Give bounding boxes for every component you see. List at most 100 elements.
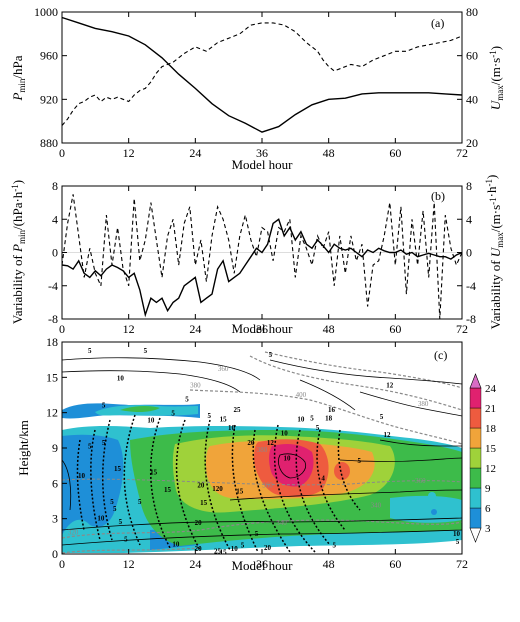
panel-c-contour-label: 15 [200, 499, 208, 507]
panel-c-contour-label: 18 [325, 414, 333, 422]
panel-c-contour-label: 10 [147, 417, 155, 425]
panel-c-contour-label: 10 [97, 514, 105, 522]
panel-c-contour-label: 20 [195, 519, 203, 527]
colorbar-box [469, 467, 482, 489]
panel-c-contour-label: 5 [113, 505, 117, 513]
panel-c-xtick-label: 24 [189, 557, 201, 571]
panel-a-xtick-label: 12 [123, 146, 135, 160]
panel-b-xtick-label: 36 [256, 322, 268, 336]
colorbar-box [469, 447, 482, 469]
colorbar-tick-label: 3 [485, 523, 491, 535]
panel-c-contour-label: 5 [138, 498, 142, 506]
panel-c-xtick-label: 0 [59, 557, 65, 571]
panel-b-xtick-label: 24 [189, 322, 201, 336]
colorbar-box [469, 507, 482, 529]
panel-a-label: (a) [431, 16, 444, 30]
panel-a-ytick-left-label: 960 [40, 49, 58, 63]
panel-c-contour-label: 400 [296, 391, 307, 399]
colorbar: 3 6 9 12 15 18 21 24 [469, 373, 497, 543]
panel-c-contour-label: 5 [119, 518, 123, 526]
panel-c-contour-label: 5 [88, 443, 92, 451]
panel-c-contour-label: 10 [297, 416, 305, 424]
panel-a-xtick-label: 36 [256, 146, 268, 160]
panel-c-contour-label: 10 [117, 374, 125, 382]
panel-c-contour-label: 16 [328, 406, 336, 414]
panel-c-contour-label: 5 [124, 536, 128, 544]
panel-c-ytick-left-label: 0 [52, 547, 58, 561]
panel-c-contour-label: 15 [164, 486, 172, 494]
panel-a-ytick-right-label: 80 [466, 5, 478, 19]
panel-c-contour-label: 5 [185, 396, 189, 404]
colorbar-box [469, 387, 482, 409]
panel-c-contour-label: 5 [207, 412, 211, 420]
panel-a-series-solid-line [61, 16, 463, 133]
panel-c-contour-label: 20 [247, 439, 255, 447]
panel-c-contour-label: 360 [415, 477, 426, 485]
panel-b-series-dashed-line [61, 194, 463, 320]
colorbar-lower-triangle [469, 527, 482, 543]
panel-a-xtick-label: 48 [323, 146, 335, 160]
panel-c-contour-label: 120 [212, 485, 223, 493]
panel-c-label: (c) [434, 348, 447, 362]
panel-b-ytick-right-label: -8 [466, 312, 476, 326]
panel-b-xtick-label: 60 [389, 322, 401, 336]
panel-a-ytick-left-label: 1000 [34, 5, 58, 19]
panel-b-label: (b) [431, 189, 445, 203]
panel-a-xlabel: Model hour [231, 157, 293, 172]
colorbar-tick-label: 15 [485, 443, 497, 455]
colorbar-box [469, 487, 482, 509]
colorbar-upper-triangle [469, 373, 482, 389]
panel-c-contour-label: 15 [236, 487, 244, 495]
panel-c-ylabel: Height/km [16, 420, 31, 476]
panel-b-ytick-right-label: 8 [466, 179, 472, 193]
colorbar-box [469, 407, 482, 429]
panel-c-contour-label: 20 [195, 545, 203, 553]
panel-c-shading [62, 403, 462, 553]
panel-b-plot [61, 194, 463, 320]
panel-c-contour-label: 320 [68, 529, 79, 537]
panel-b-ytick-left-label: 4 [52, 212, 58, 226]
panel-b-ytick-left-label: 0 [52, 246, 58, 260]
panel-c-contour-label: 25 [214, 547, 222, 555]
panel-c-contour-label: 4 [321, 474, 325, 482]
panel-c-contour-label: 5 [316, 424, 320, 432]
panel-c-contour-label: 15 [150, 469, 158, 477]
panel-c-contour-label: 5 [110, 498, 114, 506]
panel-a-ytick-right-label: 20 [466, 136, 478, 150]
panel-b-xtick-label: 12 [123, 322, 135, 336]
panel-c-contour-label: 12 [386, 381, 394, 389]
panel-a-ytick-right-label: 60 [466, 49, 478, 63]
panel-c-ytick-left-label: 15 [46, 370, 58, 384]
panel-c-contour-label: 380 [418, 400, 429, 408]
panel-a-xtick-label: 0 [59, 146, 65, 160]
panel-c-contour-label: 380 [257, 446, 268, 454]
panel-b-xtick-label: 48 [323, 322, 335, 336]
panel-c-contour-label: 5 [88, 347, 92, 355]
panel-c-xtick-label: 36 [256, 557, 268, 571]
panel-c-contour-label: 5 [456, 538, 460, 546]
colorbar-tick-label: 18 [485, 423, 497, 435]
panel-c-contour-label: 15 [220, 416, 228, 424]
panel-c-contour-label: 340 [276, 519, 287, 527]
colorbar-box [469, 427, 482, 449]
panel-c-contour-label: 10 [228, 424, 236, 432]
panel-c-ytick-left-label: 12 [46, 406, 58, 420]
colorbar-tick-label: 24 [485, 383, 497, 395]
panel-c-contour-label: 360 [218, 365, 229, 373]
panel-c-contour-label: 5 [144, 347, 148, 355]
panel-c-contour-label: 5 [332, 542, 336, 550]
panel-b-series-solid-line [61, 218, 463, 318]
panel-c-contour-label: 10 [172, 540, 180, 548]
panel-b-xtick-label: 72 [456, 322, 468, 336]
panel-a-plot [61, 16, 463, 133]
panel-c-contour-label: 12 [267, 439, 275, 447]
panel-b-ylabel-right: Variability of Umax/(m·s-1·h-1) [484, 175, 505, 330]
panel-b-xlabel: Model hour [231, 321, 293, 336]
panel-c-contour-label: 25 [234, 406, 242, 414]
panel-a-ytick-left-label: 920 [40, 92, 58, 106]
panel-c-contour-label: 10 [231, 545, 239, 553]
